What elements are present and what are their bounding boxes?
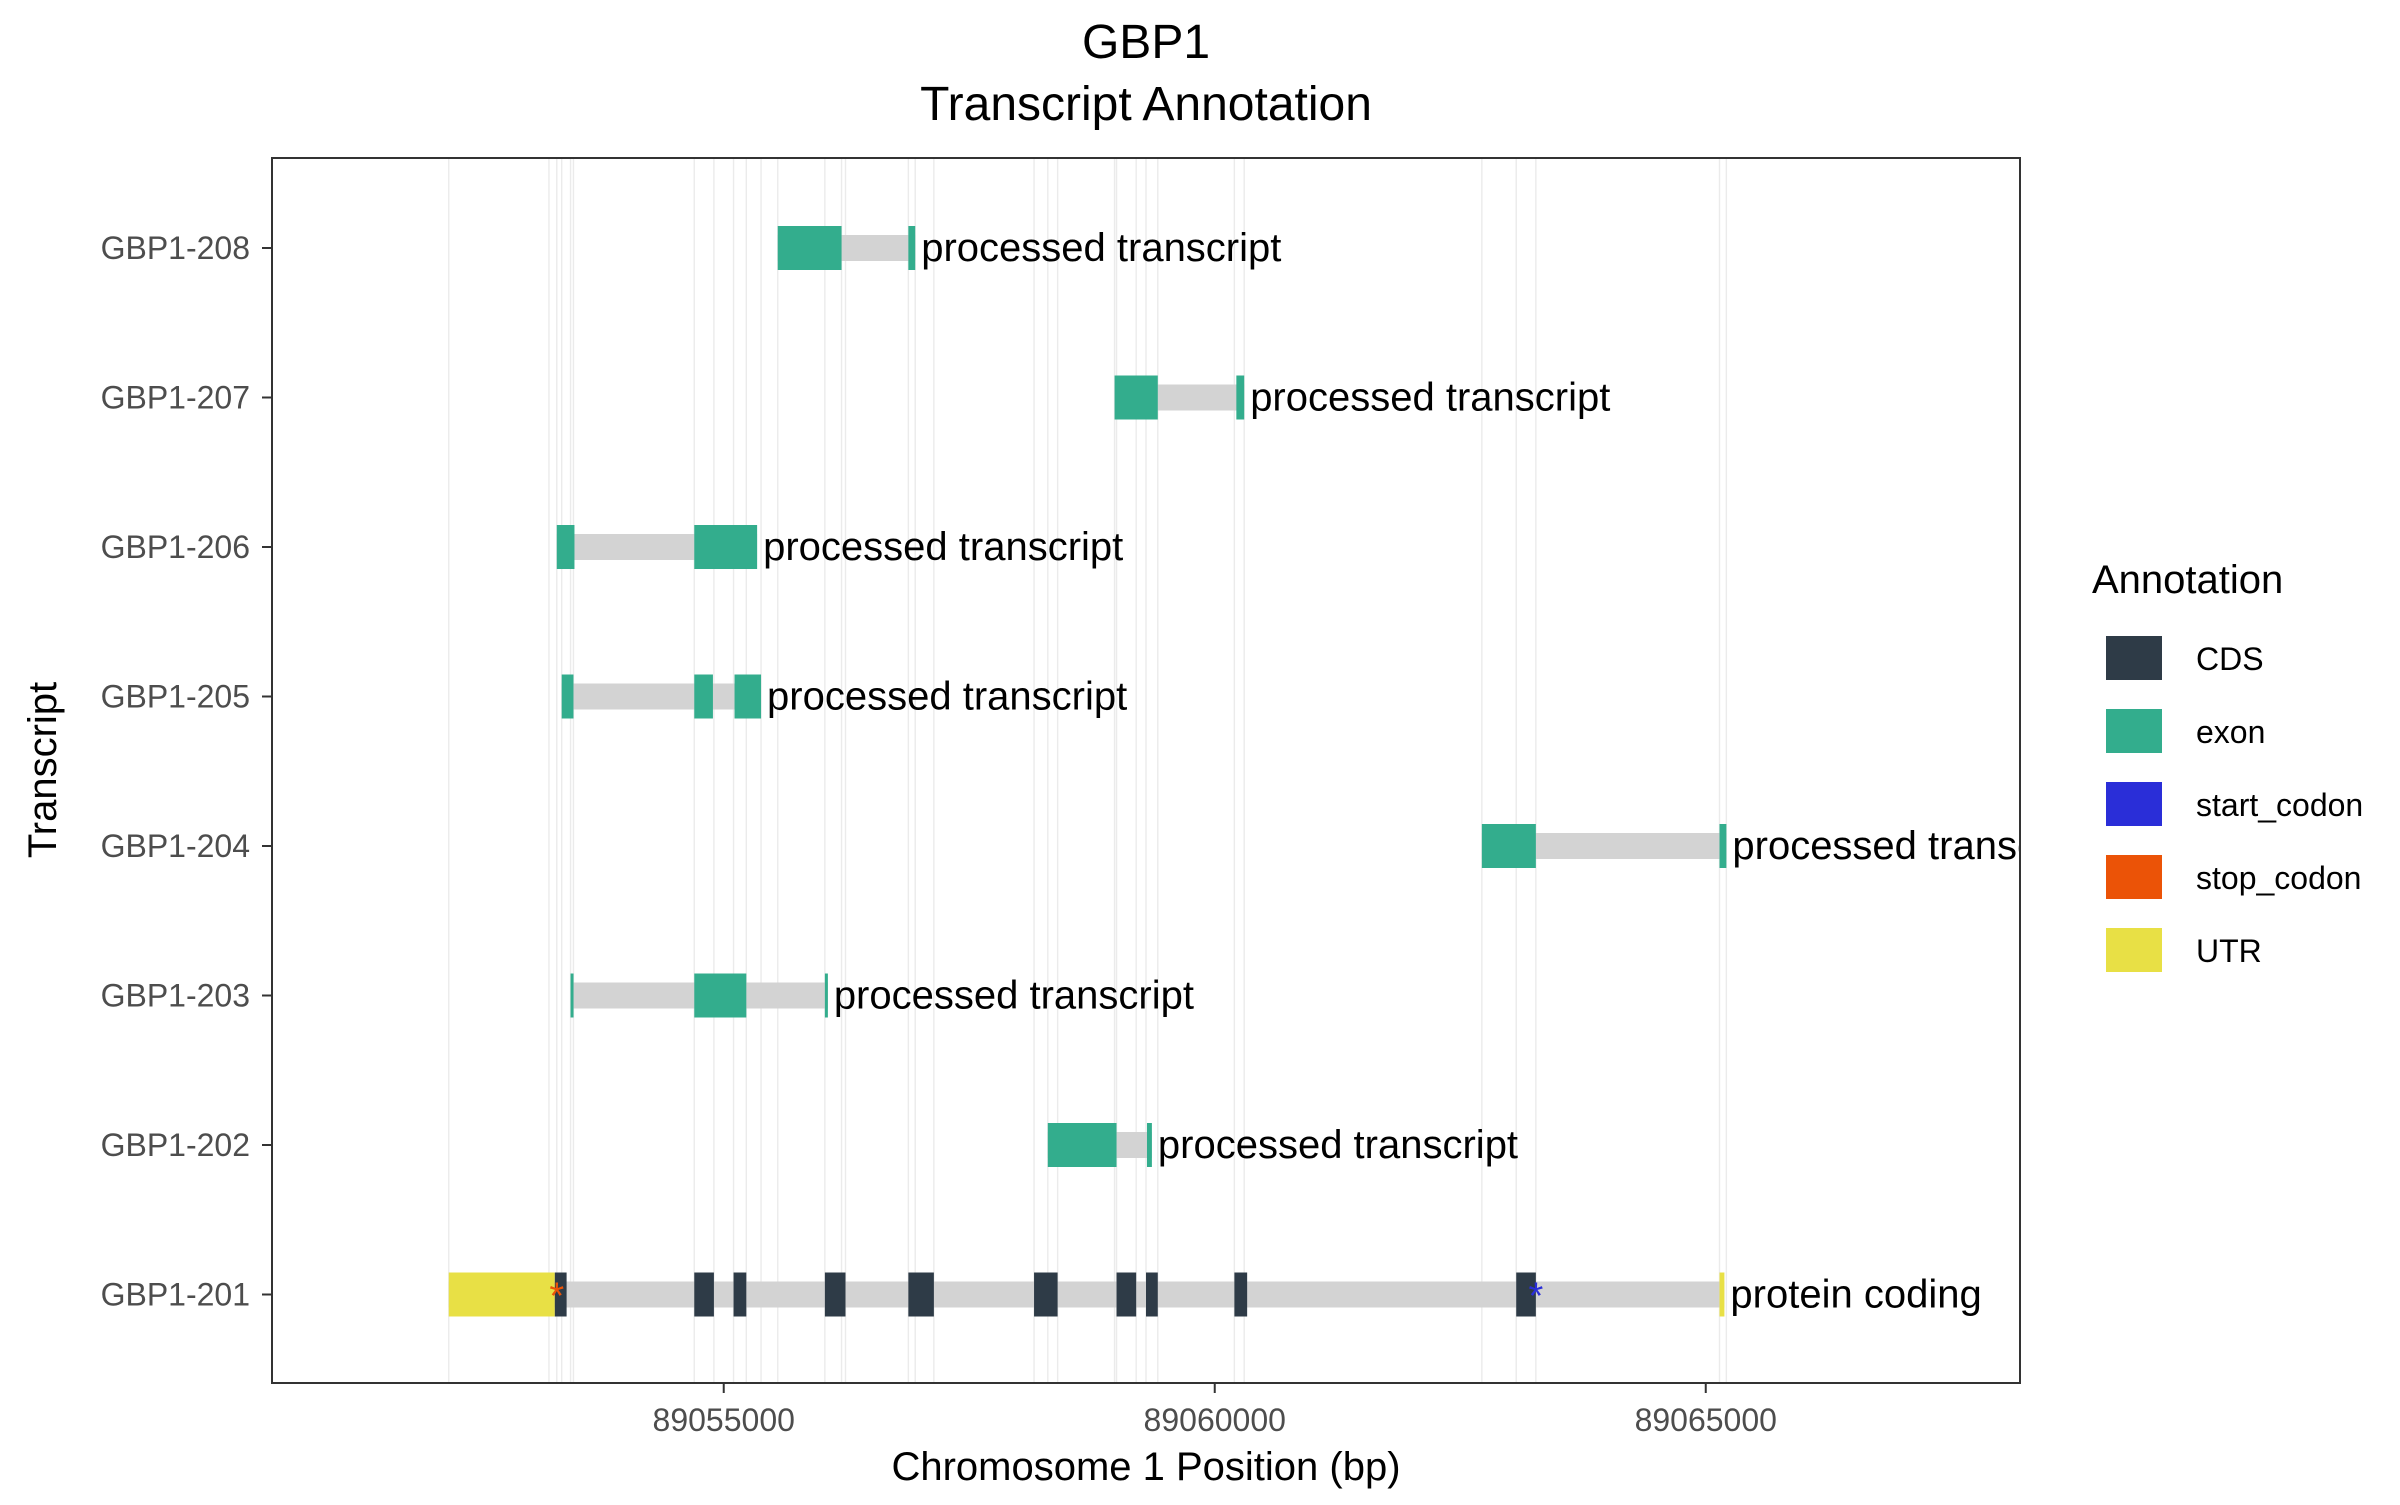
legend-swatch: [2106, 855, 2162, 899]
utr-block: [1719, 1272, 1725, 1317]
stop-codon-marker: *: [549, 1276, 564, 1318]
transcript-tracks: processed transcript processed transcript…: [448, 226, 2092, 1318]
x-tick-label: 89055000: [653, 1402, 795, 1438]
y-tick-label: GBP1-203: [101, 978, 250, 1014]
exon-block: [694, 525, 758, 569]
biotype-label: protein coding: [1730, 1273, 1981, 1317]
y-tick-label: GBP1-202: [101, 1127, 250, 1163]
biotype-label: processed transcript: [767, 675, 1127, 719]
transcript-row: processed transcript: [777, 226, 1281, 270]
exon-block: [1047, 1123, 1117, 1167]
exon-block: [561, 674, 574, 719]
transcript-row: processed transcript: [570, 973, 1194, 1018]
transcript-row: processed transcript: [1114, 375, 1610, 420]
exon-block: [570, 973, 574, 1018]
chart-subtitle: Transcript Annotation: [920, 78, 1372, 131]
transcript-row: * * protein coding: [448, 1272, 1982, 1318]
legend-swatch: [2106, 928, 2162, 972]
cds-block: [733, 1272, 747, 1317]
y-tick-label: GBP1-204: [101, 828, 250, 864]
intron-line: [448, 1281, 1725, 1308]
intron-line: [561, 683, 762, 710]
exon-block: [824, 973, 828, 1018]
y-axis-title: Transcript: [21, 682, 65, 858]
biotype-label: processed transcript: [763, 525, 1123, 569]
x-axis: 89055000 89060000 89065000: [653, 1383, 1777, 1438]
biotype-label: processed transcript: [834, 974, 1194, 1018]
cds-block: [1234, 1272, 1248, 1317]
gridlines: [448, 158, 1728, 1383]
exon-block: [1114, 375, 1158, 420]
cds-block: [1116, 1272, 1137, 1317]
utr-block: [448, 1272, 555, 1317]
transcript-row: processed transcript: [556, 525, 1123, 569]
cds-block: [1034, 1272, 1058, 1317]
x-axis-title: Chromosome 1 Position (bp): [891, 1445, 1400, 1489]
x-tick-label: 89065000: [1635, 1402, 1777, 1438]
legend-swatch: [2106, 782, 2162, 826]
legend-swatch: [2106, 636, 2162, 680]
cds-block: [1146, 1272, 1158, 1317]
exon-block: [777, 226, 842, 270]
cds-block: [824, 1272, 846, 1317]
exon-block: [694, 973, 747, 1018]
legend-swatch: [2106, 709, 2162, 753]
y-tick-label: GBP1-207: [101, 380, 250, 416]
start-codon-marker: *: [1528, 1276, 1543, 1318]
exon-block: [734, 674, 762, 719]
legend-label: CDS: [2196, 641, 2264, 677]
transcript-row: processed transcript: [561, 674, 1127, 719]
chart-title: GBP1: [1082, 16, 1210, 69]
transcript-row: processed transcript: [1481, 824, 2092, 868]
plot-panel-border: [271, 157, 2021, 1384]
y-tick-label: GBP1-206: [101, 529, 250, 565]
exon-block: [1236, 375, 1245, 420]
cds-block: [1516, 1272, 1536, 1317]
transcript-row: processed transcript: [1047, 1123, 1518, 1167]
exon-block: [556, 525, 575, 569]
legend-title: Annotation: [2092, 558, 2283, 602]
cds-block: [554, 1272, 567, 1317]
y-tick-label: GBP1-208: [101, 230, 250, 266]
exon-block: [1146, 1123, 1152, 1167]
exon-block: [1719, 824, 1727, 868]
biotype-label: processed transcript: [1158, 1123, 1518, 1167]
biotype-label: processed transcript: [1250, 376, 1610, 420]
legend-label: exon: [2196, 714, 2265, 750]
biotype-label: processed transcript: [1732, 824, 2092, 868]
x-tick-label: 89060000: [1144, 1402, 1286, 1438]
legend-label: UTR: [2196, 933, 2262, 969]
exon-block: [1481, 824, 1536, 868]
legend-label: start_codon: [2196, 787, 2363, 823]
y-tick-label: GBP1-205: [101, 679, 250, 715]
legend: Annotation CDS exon start_codon stop_codon U…: [2092, 558, 2363, 972]
cds-block: [694, 1272, 714, 1317]
cds-block: [908, 1272, 934, 1317]
exon-block: [694, 674, 713, 719]
y-tick-label: GBP1-201: [101, 1277, 250, 1313]
biotype-label: processed transcript: [921, 226, 1281, 270]
exon-block: [908, 226, 916, 270]
y-axis: GBP1-208 GBP1-207 GBP1-206 GBP1-205 GBP1-204…: [101, 230, 272, 1313]
legend-label: stop_codon: [2196, 860, 2361, 896]
